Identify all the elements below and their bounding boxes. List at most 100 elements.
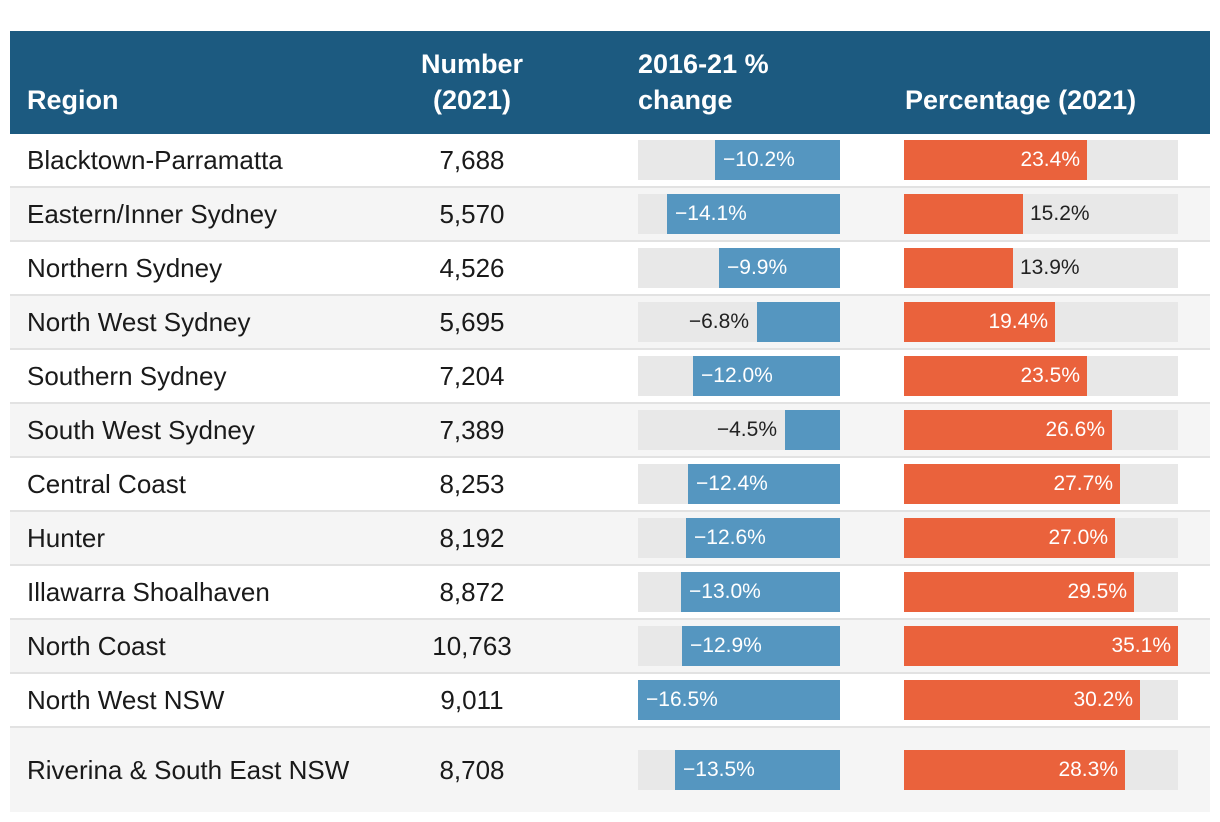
percentage-bar-track: 19.4%	[904, 302, 1178, 342]
percentage-label: 28.3%	[1058, 758, 1118, 781]
percentage-bar-track: 23.5%	[904, 356, 1178, 396]
regional-table: Region Number (2021) 2016-21 % change Pe…	[10, 31, 1210, 812]
percentage-bar-track: 35.1%	[904, 626, 1178, 666]
table-header: Region Number (2021) 2016-21 % change Pe…	[10, 31, 1210, 134]
change-bar	[667, 194, 840, 234]
change-bar-track: −12.0%	[638, 356, 840, 396]
percentage-bar	[904, 194, 1023, 234]
change-label: −14.1%	[675, 202, 747, 225]
table-row: Hunter 8,192 −12.6% 27.0%	[10, 512, 1210, 566]
table-row: Riverina & South East NSW 8,708 −13.5% 28.3…	[10, 728, 1210, 812]
change-bar-track: −9.9%	[638, 248, 840, 288]
column-header-change: 2016-21 % change	[638, 49, 769, 115]
change-bar-track: −12.4%	[638, 464, 840, 504]
region-cell: North Coast	[27, 630, 166, 661]
number-cell: 9,011	[440, 684, 504, 715]
region-cell: Central Coast	[27, 468, 186, 499]
column-header-percentage: Percentage (2021)	[905, 85, 1137, 115]
number-cell: 8,192	[439, 522, 505, 553]
percentage-bar	[904, 680, 1140, 720]
column-header-number: Number (2021)	[420, 49, 523, 115]
change-bar-track: −10.2%	[638, 140, 840, 180]
change-label: −12.4%	[696, 472, 768, 495]
percentage-label: 30.2%	[1073, 688, 1133, 711]
column-header-region: Region	[27, 85, 119, 115]
region-cell: North West Sydney	[27, 306, 251, 337]
number-cell: 5,695	[439, 306, 505, 337]
change-bar	[757, 302, 840, 342]
percentage-label: 27.0%	[1048, 526, 1108, 549]
percentage-bar-track: 30.2%	[904, 680, 1178, 720]
percentage-bar	[904, 302, 1055, 342]
change-bar	[719, 248, 840, 288]
table-row: Illawarra Shoalhaven 8,872 −13.0% 29.5%	[10, 566, 1210, 620]
number-cell: 7,204	[439, 360, 505, 391]
change-bar	[715, 140, 840, 180]
table-row: Eastern/Inner Sydney 5,570 −14.1% 15.2%	[10, 188, 1210, 242]
change-bar	[688, 464, 840, 504]
table-row: South West Sydney 7,389 −4.5% 26.6%	[10, 404, 1210, 458]
change-bar	[682, 626, 840, 666]
percentage-bar	[904, 248, 1013, 288]
percentage-label: 19.4%	[988, 310, 1048, 333]
number-cell: 8,253	[439, 468, 505, 499]
percentage-bar-track: 13.9%	[904, 248, 1178, 288]
region-cell: North West NSW	[27, 684, 225, 715]
region-cell: Southern Sydney	[27, 360, 227, 391]
change-bar	[693, 356, 840, 396]
change-label: −13.5%	[683, 758, 755, 781]
percentage-bar	[904, 140, 1087, 180]
table-row: North West NSW 9,011 −16.5% 30.2%	[10, 674, 1210, 728]
percentage-bar-track: 23.4%	[904, 140, 1178, 180]
percentage-bar	[904, 410, 1112, 450]
percentage-label: 27.7%	[1053, 472, 1113, 495]
number-cell: 8,872	[439, 576, 505, 607]
region-cell: Eastern/Inner Sydney	[27, 198, 278, 229]
table-row: North Coast 10,763 −12.9% 35.1%	[10, 620, 1210, 674]
region-cell: Hunter	[27, 522, 106, 553]
change-label: −16.5%	[646, 688, 718, 711]
number-cell: 8,708	[439, 754, 505, 785]
table-row: Blacktown-Parramatta 7,688 −10.2% 23.4%	[10, 134, 1210, 188]
percentage-label: 15.2%	[1030, 202, 1090, 225]
change-label: −9.9%	[727, 256, 788, 279]
percentage-bar-track: 15.2%	[904, 194, 1178, 234]
percentage-bar-track: 29.5%	[904, 572, 1178, 612]
change-bar-track: −13.0%	[638, 572, 840, 612]
region-cell: South West Sydney	[27, 414, 255, 445]
region-cell: Northern Sydney	[27, 252, 223, 283]
percentage-bar-track: 28.3%	[904, 750, 1178, 790]
change-label: −6.8%	[688, 310, 749, 333]
change-bar	[675, 750, 840, 790]
change-label: −12.0%	[701, 364, 773, 387]
percentage-bar	[904, 626, 1178, 666]
percentage-bar	[904, 518, 1115, 558]
change-bar	[681, 572, 840, 612]
percentage-label: 26.6%	[1045, 418, 1105, 441]
percentage-label: 13.9%	[1020, 256, 1080, 279]
change-bar-track: −12.9%	[638, 626, 840, 666]
percentage-bar-track: 27.7%	[904, 464, 1178, 504]
change-bar	[785, 410, 840, 450]
change-bar-track: −12.6%	[638, 518, 840, 558]
table-row: Central Coast 8,253 −12.4% 27.7%	[10, 458, 1210, 512]
percentage-bar-track: 27.0%	[904, 518, 1178, 558]
table-row: Northern Sydney 4,526 −9.9% 13.9%	[10, 242, 1210, 296]
table-row: Southern Sydney 7,204 −12.0% 23.5%	[10, 350, 1210, 404]
number-cell: 4,526	[439, 252, 505, 283]
percentage-label: 35.1%	[1111, 634, 1171, 657]
region-cell: Riverina & South East NSW	[27, 754, 350, 785]
percentage-bar	[904, 356, 1087, 396]
change-bar	[686, 518, 840, 558]
change-bar-track: −4.5%	[638, 410, 840, 450]
number-cell: 7,688	[439, 144, 505, 175]
percentage-bar	[904, 464, 1120, 504]
change-label: −10.2%	[723, 148, 795, 171]
table-row: North West Sydney 5,695 −6.8% 19.4%	[10, 296, 1210, 350]
percentage-label: 23.4%	[1020, 148, 1080, 171]
percentage-label: 23.5%	[1020, 364, 1080, 387]
change-bar-track: −13.5%	[638, 750, 840, 790]
percentage-bar	[904, 750, 1125, 790]
table-body: Blacktown-Parramatta 7,688 −10.2% 23.4% East…	[10, 134, 1210, 812]
percentage-label: 29.5%	[1067, 580, 1127, 603]
